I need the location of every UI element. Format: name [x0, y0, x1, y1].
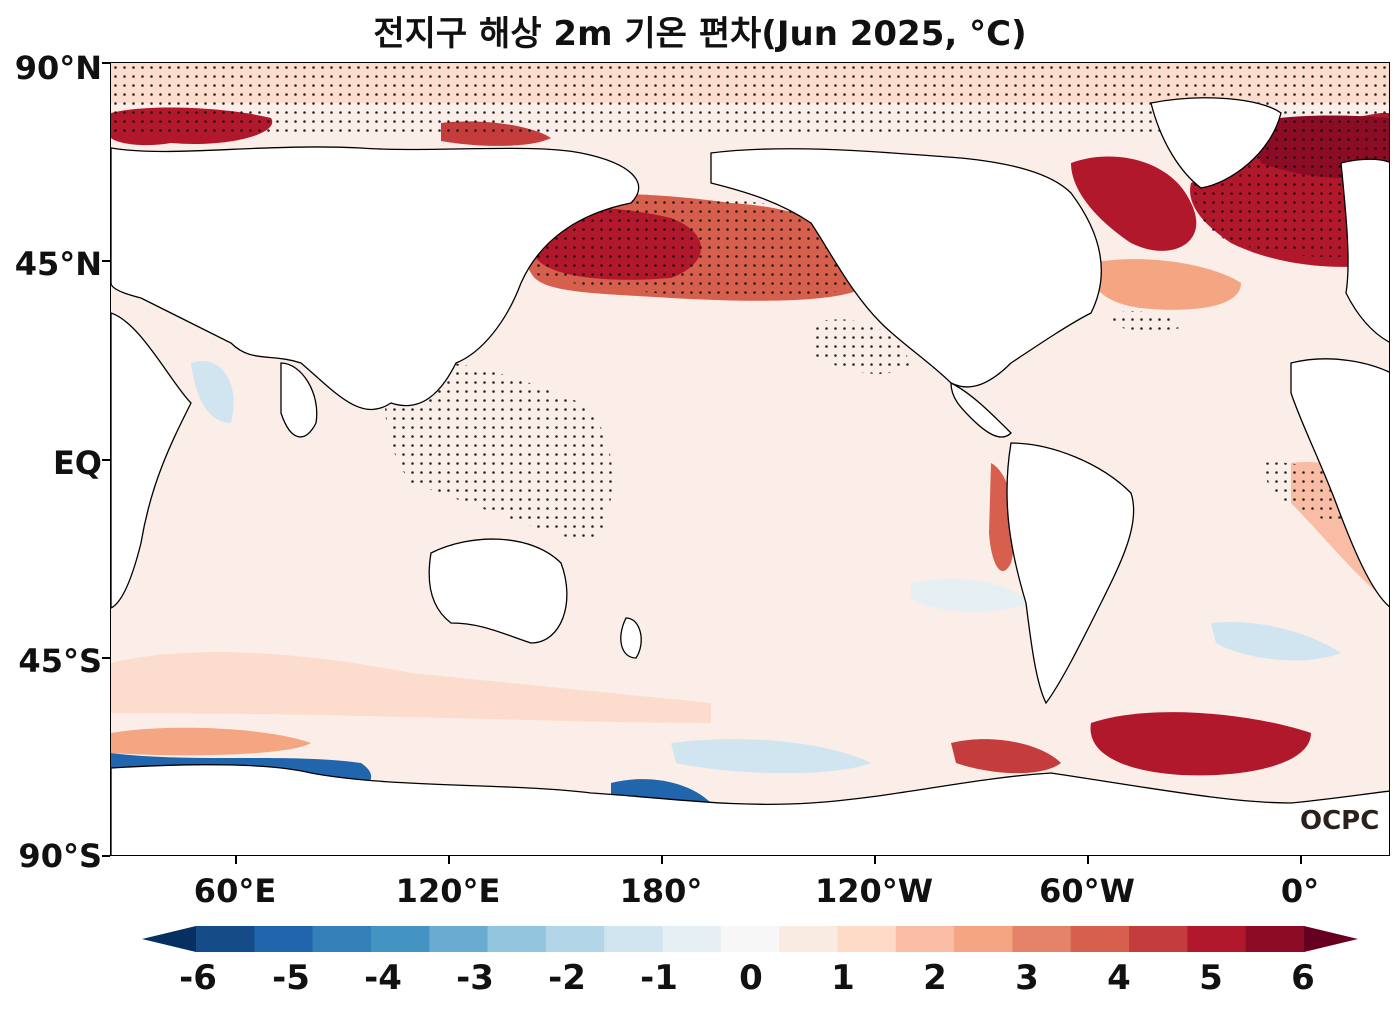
colorbar-extend-high	[1304, 926, 1358, 952]
colorbar-extend-low	[142, 926, 196, 952]
land-antarctica	[111, 764, 1389, 855]
colorbar-swatch	[429, 926, 489, 952]
colorbar-swatch	[837, 926, 897, 952]
x-tick-mark	[1087, 856, 1089, 864]
land-australia	[428, 538, 568, 644]
land-africa	[111, 312, 192, 609]
x-tick-mark	[448, 856, 450, 864]
land-north-america	[710, 148, 1103, 388]
colorbar-tick-label: -3	[456, 958, 494, 998]
x-tick-label: 0°	[1280, 872, 1320, 910]
land-south-america	[1006, 442, 1135, 705]
x-tick-mark	[874, 856, 876, 864]
y-tick-label: 45°N	[14, 245, 102, 283]
y-tick-label: EQ	[52, 444, 102, 482]
x-tick-label: 60°W	[1039, 872, 1135, 910]
colorbar-tick-label: 5	[1199, 958, 1223, 998]
land-eurasia	[111, 146, 640, 411]
y-tick-mark	[102, 62, 110, 64]
land-greenland	[1150, 97, 1282, 189]
y-tick-label: 90°N	[14, 49, 102, 87]
landmasses	[111, 97, 1389, 855]
colorbar-tick-label: -5	[272, 958, 310, 998]
colorbar-swatch	[779, 926, 838, 952]
x-tick-mark	[1300, 856, 1302, 864]
colorbar-tick-label: -2	[548, 958, 586, 998]
colorbar-swatch	[487, 926, 547, 952]
colorbar-swatch	[545, 926, 605, 952]
colorbar	[142, 926, 1358, 952]
y-tick-mark	[102, 657, 110, 659]
colorbar-tick-label: 2	[923, 958, 947, 998]
map-title: 전지구 해상 2m 기온 편차(Jun 2025, °C)	[373, 14, 1027, 54]
credit-logo: OCPC	[1300, 806, 1380, 836]
colorbar-tick-label: -1	[640, 958, 678, 998]
y-tick-mark	[102, 459, 110, 461]
colorbar-swatch	[1187, 926, 1247, 952]
land-india	[280, 362, 318, 438]
colorbar-tick-label: 6	[1291, 958, 1315, 998]
colorbar-swatch	[196, 926, 255, 952]
colorbar-swatch	[662, 926, 722, 952]
x-tick-mark	[235, 856, 237, 864]
colorbar-swatch	[604, 926, 664, 952]
land-central-america	[950, 381, 1012, 438]
colorbar-swatch	[1012, 926, 1072, 952]
map-frame	[110, 62, 1390, 856]
anomaly-map	[111, 63, 1389, 855]
colorbar-swatch	[1245, 926, 1305, 952]
colorbar-swatch	[370, 926, 430, 952]
x-tick-label: 120°E	[395, 872, 501, 910]
colorbar-tick-label: 1	[831, 958, 855, 998]
colorbar-tick-label: 4	[1107, 958, 1131, 998]
colorbar-swatch	[1129, 926, 1188, 952]
colorbar-swatch	[312, 926, 372, 952]
x-tick-label: 60°E	[193, 872, 277, 910]
colorbar-tick-label: 3	[1015, 958, 1039, 998]
colorbar-swatch	[895, 926, 955, 952]
y-tick-label: 90°S	[18, 837, 102, 875]
x-tick-mark	[661, 856, 663, 864]
colorbar-swatch	[254, 926, 314, 952]
colorbar-swatch	[1070, 926, 1130, 952]
y-tick-mark	[102, 855, 110, 857]
x-tick-label: 180°	[619, 872, 703, 910]
colorbar-swatches	[142, 926, 1358, 952]
colorbar-tick-label: -4	[364, 958, 402, 998]
colorbar-tick-label: 0	[739, 958, 763, 998]
y-tick-label: 45°S	[18, 642, 102, 680]
colorbar-swatch	[954, 926, 1013, 952]
land-new-zealand	[620, 617, 642, 659]
land-europe-right	[1340, 158, 1389, 343]
land-africa-right	[1290, 358, 1389, 608]
colorbar-swatch	[720, 926, 780, 952]
y-tick-mark	[102, 260, 110, 262]
x-tick-label: 120°W	[814, 872, 934, 910]
colorbar-tick-label: -6	[179, 958, 217, 998]
